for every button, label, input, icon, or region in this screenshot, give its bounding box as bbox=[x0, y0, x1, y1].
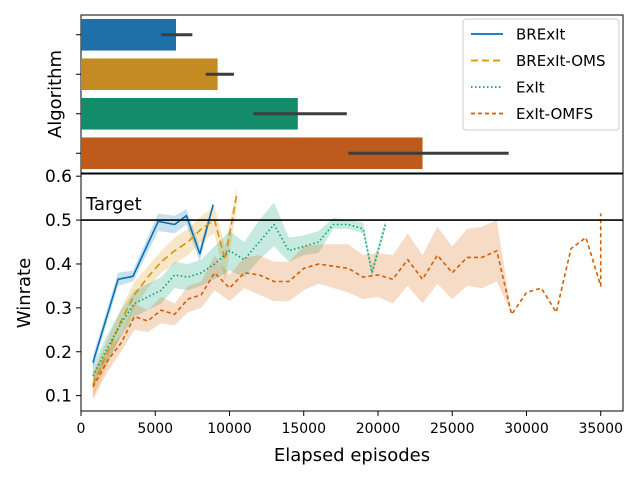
band-brexit-oms bbox=[92, 187, 237, 398]
target-label: Target bbox=[85, 194, 142, 215]
x-tick-label: 30000 bbox=[504, 421, 549, 437]
bar-chart-frame bbox=[80, 14, 624, 174]
legend-box bbox=[462, 18, 620, 131]
line-brexit bbox=[92, 204, 214, 363]
y-tick-label: 0.3 bbox=[45, 299, 72, 319]
legend-label-brexit-oms: BRExIt-OMS bbox=[516, 52, 605, 70]
x-ticks: 0 5000 10000 15000 20000 25000 30000 35000 bbox=[77, 411, 623, 437]
x-axis-label: Elapsed episodes bbox=[274, 445, 430, 466]
x-tick-label: 35000 bbox=[578, 421, 623, 437]
x-tick-label: 0 bbox=[77, 421, 86, 437]
y-ticks: 0.1 0.2 0.3 0.4 0.5 0.6 bbox=[45, 167, 81, 407]
y-tick-label: 0.1 bbox=[45, 387, 72, 407]
line-chart-axes: Target 0 5000 10000 15000 20000 25000 30000 350… bbox=[14, 167, 624, 466]
legend-label-brexit: BRExIt bbox=[516, 26, 565, 44]
bar-group bbox=[81, 18, 423, 170]
legend-label-exit-omfs: ExIt-OMFS bbox=[516, 105, 593, 123]
band-exit bbox=[92, 202, 386, 387]
y-axis-label: Winrate bbox=[14, 258, 35, 328]
y-tick-label: 0.4 bbox=[45, 255, 72, 275]
bar-brexit bbox=[81, 18, 177, 51]
errorbar-group bbox=[161, 33, 509, 155]
bar-yticks bbox=[76, 34, 81, 154]
band-exit-omfs bbox=[92, 220, 601, 400]
x-tick-label: 25000 bbox=[430, 421, 475, 437]
legend-items: BRExIt BRExIt-OMS ExIt ExIt-OMFS bbox=[471, 26, 605, 123]
x-tick-label: 20000 bbox=[356, 421, 401, 437]
bar-y-axis-label: Algorithm bbox=[45, 50, 66, 138]
bar-brexit-oms bbox=[81, 58, 218, 91]
y-tick-label: 0.6 bbox=[45, 167, 72, 187]
x-tick-label: 15000 bbox=[281, 421, 326, 437]
y-tick-label: 0.5 bbox=[45, 211, 72, 231]
bar-chart-axes: Algorithm bbox=[45, 14, 624, 174]
legend-label-exit: ExIt bbox=[516, 79, 545, 97]
y-tick-label: 0.2 bbox=[45, 343, 72, 363]
confidence-bands bbox=[92, 187, 601, 400]
line-chart-frame bbox=[80, 173, 624, 412]
x-tick-label: 10000 bbox=[207, 421, 252, 437]
x-tick-label: 5000 bbox=[137, 421, 173, 437]
line-exit-omfs bbox=[92, 213, 602, 388]
band-brexit bbox=[92, 202, 214, 370]
series-lines bbox=[92, 193, 602, 388]
legend: BRExIt BRExIt-OMS ExIt ExIt-OMFS bbox=[462, 18, 620, 131]
